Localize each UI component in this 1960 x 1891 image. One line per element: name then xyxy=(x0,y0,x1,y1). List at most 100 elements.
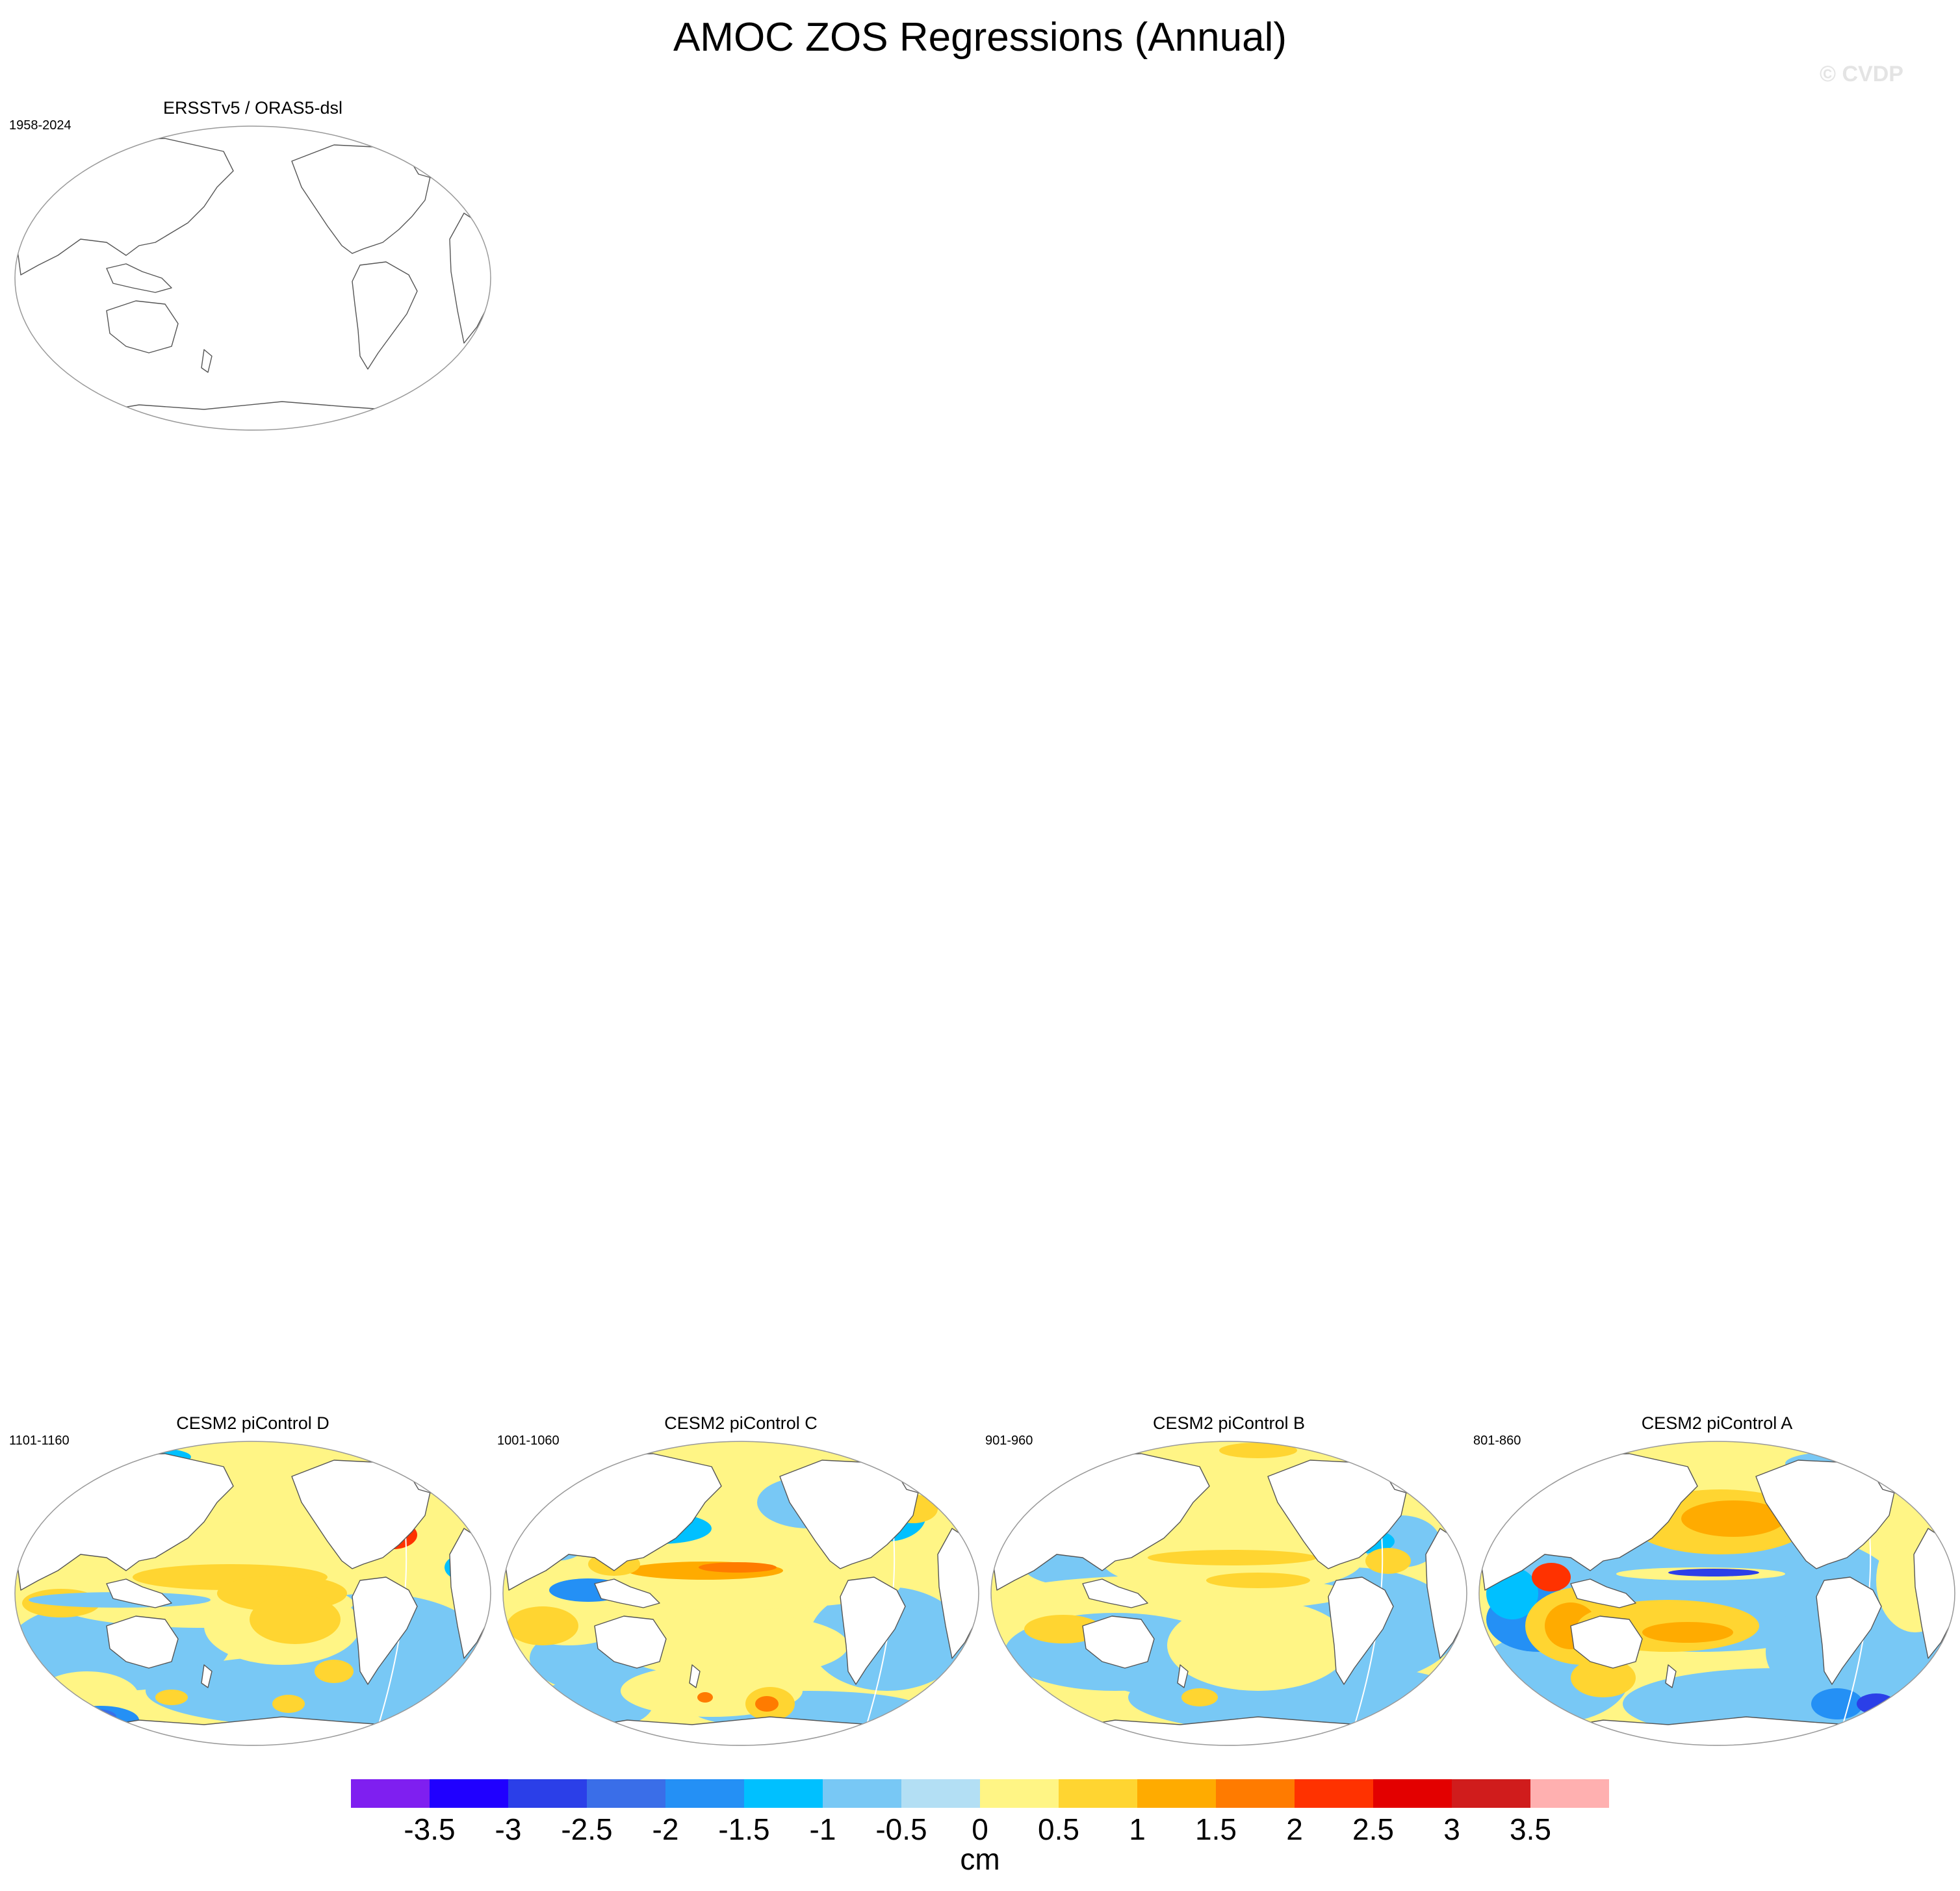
anomaly-region xyxy=(1148,1550,1317,1565)
anomaly-region xyxy=(1668,1569,1759,1576)
land-south-america xyxy=(352,261,418,370)
colorbar-box xyxy=(1530,1779,1609,1808)
anomaly-region xyxy=(1206,1573,1310,1588)
colorbar-tick-label: -3 xyxy=(495,1812,522,1846)
anomaly-region xyxy=(755,1696,779,1712)
colorbar-tick-label: -1 xyxy=(809,1812,836,1846)
colorbar-box xyxy=(744,1779,823,1808)
colorbar-tick-label: -2 xyxy=(652,1812,679,1846)
anomaly-region xyxy=(1167,1600,1349,1691)
map-frame xyxy=(990,1441,1467,1746)
land-south-america xyxy=(1816,1576,1882,1685)
map-panel-cesm2-b: CESM2 piControl B 901-960 xyxy=(985,1411,1473,1749)
anomaly-region xyxy=(250,1595,341,1644)
colorbar-tick-labels: -3.5 -3 -2.5 -2 -1.5 -1 -0.5 0 0.5 1 1.5 2 2.5 3 3.5 xyxy=(0,1811,1960,1850)
anomaly-region xyxy=(155,1690,188,1705)
anomaly-region xyxy=(507,1606,578,1645)
map-frame xyxy=(14,125,491,431)
colorbar-tick-label: -0.5 xyxy=(875,1812,927,1846)
anomaly-region xyxy=(697,1692,713,1703)
colorbar-box xyxy=(823,1779,902,1808)
land-north-america xyxy=(291,144,432,254)
land-south-america xyxy=(1328,1576,1394,1685)
land-south-america xyxy=(352,1576,418,1685)
panel-title: CESM2 piControl A xyxy=(1641,1413,1793,1433)
panel-period: 1958-2024 xyxy=(9,118,71,133)
anomaly-region xyxy=(272,1695,305,1713)
panel-period: 1101-1160 xyxy=(9,1434,70,1448)
colorbar-tick-label: 2.5 xyxy=(1352,1812,1394,1846)
land-maritime-asia xyxy=(1082,1578,1148,1608)
land-antarctica xyxy=(80,401,426,430)
world-map xyxy=(990,1441,1467,1746)
anomaly-region xyxy=(614,1613,848,1678)
colorbar-box xyxy=(587,1779,666,1808)
land-new-zealand xyxy=(689,1664,701,1688)
colorbar-tick-label: 1 xyxy=(1129,1812,1146,1846)
colorbar xyxy=(351,1779,1609,1808)
anomaly-region xyxy=(1181,1688,1218,1706)
colorbar-box xyxy=(1216,1779,1295,1808)
anomaly-region xyxy=(1024,1615,1102,1643)
panel-title: CESM2 piControl B xyxy=(1152,1413,1306,1433)
colorbar-box xyxy=(1295,1779,1374,1808)
colorbar-box xyxy=(1452,1779,1531,1808)
land-africa xyxy=(1913,1528,1955,1659)
panel-title: CESM2 piControl D xyxy=(176,1413,329,1433)
colorbar-tick-label: 2 xyxy=(1286,1812,1303,1846)
colorbar-box xyxy=(1059,1779,1138,1808)
anomaly-region xyxy=(1571,1658,1636,1697)
land-africa xyxy=(937,1528,979,1659)
colorbar-unit: cm xyxy=(960,1842,1000,1876)
panel-title: ERSSTv5 / ORAS5-dsl xyxy=(162,98,343,118)
anomaly-region xyxy=(699,1562,777,1573)
anomaly-region xyxy=(1532,1563,1571,1591)
colorbar-tick-label: 3.5 xyxy=(1510,1812,1551,1846)
cvdp-watermark: © CVDP xyxy=(1820,62,1903,86)
panel-period: 1001-1060 xyxy=(497,1434,560,1448)
colorbar-tick-label: 3 xyxy=(1443,1812,1460,1846)
world-map xyxy=(14,125,491,431)
anomaly-region xyxy=(315,1660,354,1683)
colorbar-box xyxy=(1373,1779,1452,1808)
land-africa xyxy=(449,212,491,344)
land-africa xyxy=(1425,1528,1467,1659)
colorbar-box xyxy=(430,1779,509,1808)
map-panel-observations: ERSSTv5 / ORAS5-dsl 1958-2024 xyxy=(9,96,496,434)
land-australia xyxy=(594,1615,667,1669)
anomaly-region xyxy=(1642,1622,1733,1643)
land-australia xyxy=(106,300,179,354)
figure-title: AMOC ZOS Regressions (Annual) xyxy=(673,15,1287,60)
anomaly-region xyxy=(77,1709,116,1725)
colorbar-box xyxy=(508,1779,587,1808)
anomaly-region xyxy=(146,1655,484,1727)
land-maritime-asia xyxy=(594,1578,660,1608)
map-frame xyxy=(14,1441,491,1746)
land-east-asia xyxy=(16,138,234,276)
colorbar-tick-label: -1.5 xyxy=(718,1812,770,1846)
land-new-zealand xyxy=(1665,1664,1677,1688)
land-new-zealand xyxy=(201,349,213,373)
world-map xyxy=(502,1441,979,1746)
map-panel-cesm2-a: CESM2 piControl A 801-860 xyxy=(1473,1411,1960,1749)
panel-period: 801-860 xyxy=(1473,1434,1521,1448)
map-content xyxy=(16,138,491,430)
map-content xyxy=(503,1441,979,1745)
land-africa xyxy=(449,1528,491,1659)
anomaly-region xyxy=(1365,1548,1411,1574)
land-new-zealand xyxy=(201,1664,213,1688)
panel-title: CESM2 piControl C xyxy=(664,1413,818,1433)
panel-period: 901-960 xyxy=(985,1434,1033,1448)
colorbar-tick-label: 0 xyxy=(972,1812,988,1846)
anomaly-region xyxy=(1857,1693,1896,1714)
land-australia xyxy=(106,1615,179,1669)
map-panel-cesm2-c: CESM2 piControl C 1001-1060 xyxy=(497,1411,985,1749)
land-south-america xyxy=(840,1576,906,1685)
map-frame xyxy=(502,1441,979,1746)
land-maritime-asia xyxy=(106,263,172,293)
map-panel-cesm2-d: CESM2 piControl D 1101-1160 xyxy=(9,1411,496,1749)
colorbar-tick-label: 0.5 xyxy=(1038,1812,1079,1846)
colorbar-tick-label: 1.5 xyxy=(1195,1812,1237,1846)
colorbar-box xyxy=(980,1779,1059,1808)
colorbar-tick-label: -3.5 xyxy=(404,1812,456,1846)
